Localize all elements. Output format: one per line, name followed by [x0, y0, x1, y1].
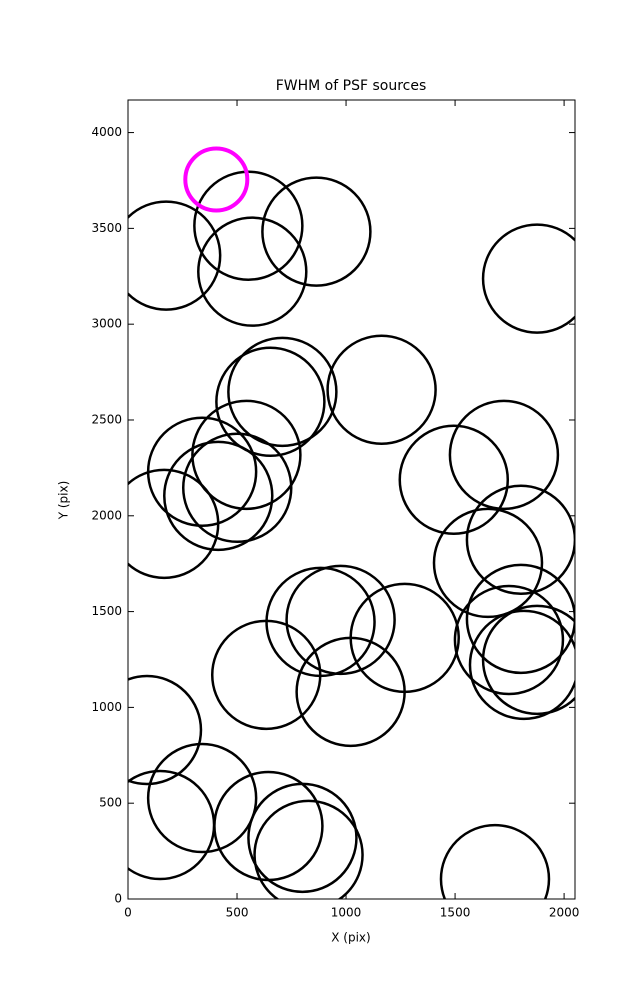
x-tick-label: 1500: [440, 906, 471, 920]
source-circle: [128, 200, 222, 311]
source-circle: [247, 782, 358, 894]
source-circle: [181, 432, 293, 544]
y-tick-label: 0: [114, 892, 122, 906]
source-circle: [183, 146, 250, 213]
y-tick-label: 2500: [91, 412, 122, 426]
source-circle: [197, 216, 308, 327]
y-tick-label: 4000: [91, 125, 122, 139]
source-circle: [191, 399, 302, 511]
x-tick-label: 2000: [549, 906, 580, 920]
x-tick-label: 0: [124, 906, 132, 920]
source-circle: [481, 604, 575, 716]
source-circle: [128, 674, 203, 786]
source-circle: [398, 424, 510, 536]
y-axis-label: Y (pix): [57, 481, 71, 521]
axes-frame: [127, 99, 576, 900]
y-tick-label: 3500: [91, 221, 122, 235]
y-tick-label: 3000: [91, 317, 122, 331]
chart-title: FWHM of PSF sources: [276, 78, 427, 94]
source-circle: [215, 346, 326, 458]
source-circle: [349, 582, 460, 694]
source-circle: [261, 176, 372, 287]
x-axis-label: X (pix): [331, 931, 370, 945]
source-circle: [465, 484, 575, 595]
source-circle: [265, 566, 376, 678]
source-circle: [295, 636, 406, 748]
source-circle: [213, 770, 324, 882]
plot-area: [128, 146, 575, 899]
y-tick-label: 500: [99, 796, 122, 810]
source-circle: [448, 399, 560, 511]
source-circle: [128, 769, 216, 881]
source-circle: [439, 823, 551, 899]
source-circle: [285, 564, 396, 676]
source-circle: [146, 742, 258, 854]
y-tick-label: 1500: [91, 604, 122, 618]
source-circle: [227, 336, 338, 448]
y-tick-label: 1000: [91, 700, 122, 714]
source-circle: [128, 468, 220, 580]
x-tick-label: 500: [226, 906, 249, 920]
source-circle: [481, 223, 575, 334]
source-circle: [253, 799, 364, 899]
y-tick-label: 2000: [91, 508, 122, 522]
source-circle: [453, 584, 565, 696]
source-circle: [210, 619, 322, 731]
source-circle: [468, 609, 575, 721]
source-circle: [326, 334, 437, 445]
source-circle: [432, 507, 544, 619]
x-tick-label: 1000: [331, 906, 362, 920]
source-circle: [163, 440, 274, 552]
